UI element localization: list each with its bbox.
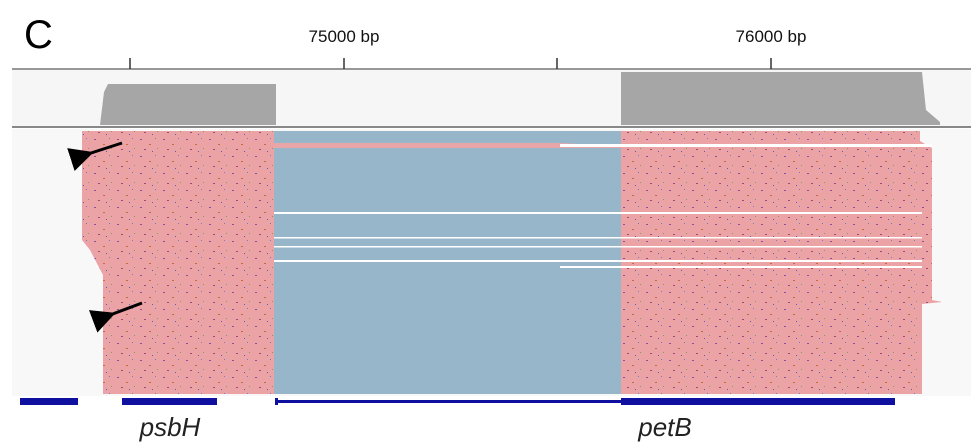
coverage-block — [100, 84, 276, 125]
arrow — [88, 301, 143, 333]
ruler-ticks — [129, 58, 772, 69]
ruler-label: 76000 bp — [736, 27, 807, 46]
reads-pileup — [82, 131, 274, 394]
reads-pileup — [621, 131, 942, 394]
gene-label: petB — [637, 412, 692, 442]
arrow — [67, 141, 123, 171]
read-gaps — [274, 144, 932, 268]
panel-label: C — [24, 13, 53, 57]
spanning-read — [274, 143, 621, 148]
gene-label: psbH — [139, 412, 201, 442]
gene-features — [20, 398, 895, 405]
coverage-block — [621, 72, 940, 125]
deletion-reads — [274, 131, 621, 394]
ruler-label: 75000 bp — [309, 27, 380, 46]
